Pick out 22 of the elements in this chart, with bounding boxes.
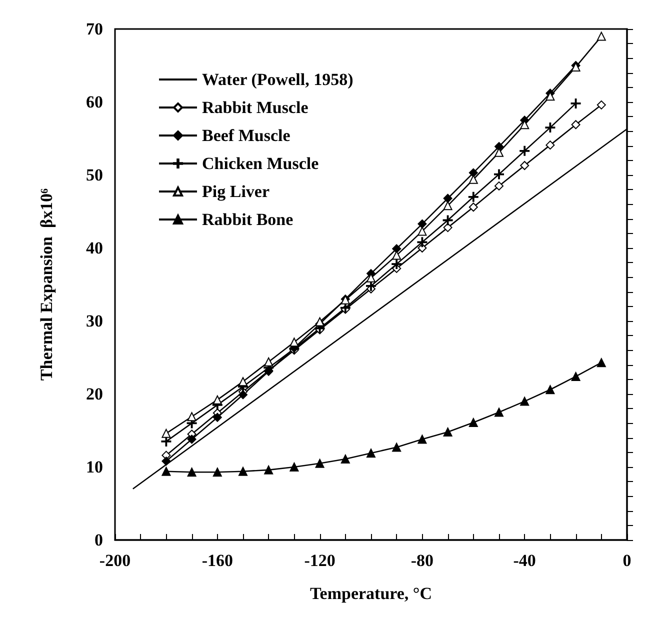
legend-label: Rabbit Muscle [202, 98, 309, 117]
x-tick-label: -40 [513, 551, 536, 570]
x-tick-label: 0 [622, 551, 632, 570]
y-tick-label: 30 [86, 312, 103, 330]
x-tick-label: -160 [202, 551, 233, 570]
x-tick-label: -80 [410, 551, 434, 570]
x-tick-label: -120 [304, 551, 336, 570]
legend-label: Chicken Muscle [202, 154, 320, 173]
y-tick-label: 20 [86, 384, 103, 404]
x-tick-label: -200 [99, 551, 131, 570]
y-tick-label: 70 [86, 20, 103, 38]
legend-label: Water (Powell, 1958) [202, 70, 354, 89]
y-axis-title: Thermal Expansion βx10⁶ [37, 188, 56, 381]
legend-label: Rabbit Bone [202, 210, 294, 229]
legend-label: Beef Muscle [202, 126, 291, 145]
y-tick-label: 50 [86, 166, 103, 184]
y-tick-label: 60 [86, 92, 103, 112]
y-tick-label: 0 [94, 530, 103, 550]
legend-label: Pig Liver [202, 182, 270, 201]
y-tick-label: 10 [86, 458, 103, 476]
y-tick-label: 40 [86, 238, 103, 258]
x-axis-title: Temperature, °C [310, 584, 432, 603]
